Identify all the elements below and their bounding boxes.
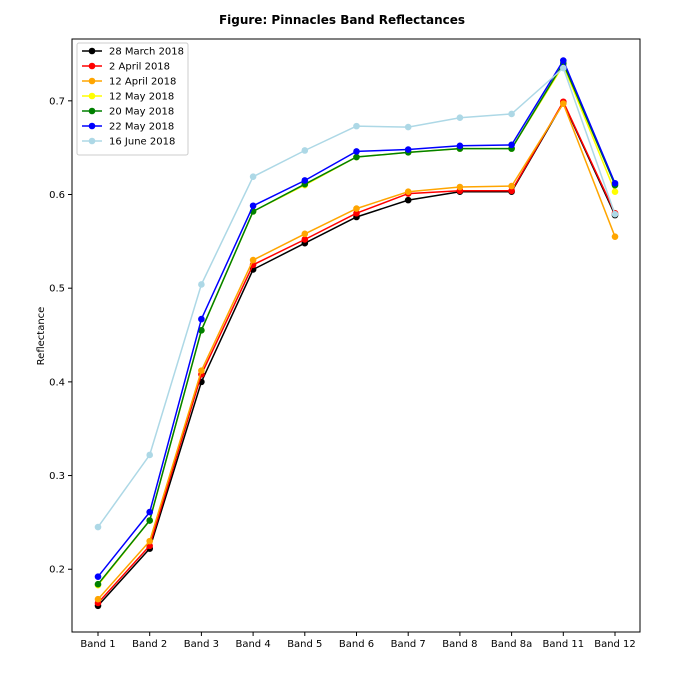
data-point <box>198 315 205 323</box>
legend-label: 20 May 2018 <box>109 107 174 118</box>
data-point <box>249 202 257 210</box>
data-point <box>611 188 619 195</box>
data-point <box>249 256 257 264</box>
data-point <box>611 233 619 240</box>
x-tick-label: Band 4 <box>235 639 270 650</box>
x-tick-label: Band 12 <box>594 639 636 650</box>
y-tick-label: 0.3 <box>49 471 65 482</box>
data-point <box>353 205 360 212</box>
data-point <box>249 173 257 181</box>
series-12-april-2018 <box>94 100 619 603</box>
series-line <box>97 100 616 604</box>
data-point <box>198 281 205 288</box>
data-point <box>301 147 309 154</box>
series-line <box>97 101 616 607</box>
data-point <box>353 209 360 217</box>
data-point <box>301 177 309 184</box>
data-point <box>456 183 464 191</box>
y-tick-label: 0.2 <box>49 565 65 576</box>
data-point <box>560 57 567 64</box>
data-point <box>508 182 515 190</box>
data-point <box>404 123 412 131</box>
series-2-april-2018 <box>94 98 619 607</box>
legend-label: 16 June 2018 <box>109 137 175 148</box>
x-tick-label: Band 3 <box>184 639 219 650</box>
x-tick-label: Band 8 <box>442 639 477 650</box>
data-point <box>404 188 412 195</box>
data-point <box>611 179 619 187</box>
data-point <box>353 148 360 155</box>
data-point <box>146 542 153 550</box>
legend: 28 March 2018 2 April 2018 12 April 2018 12… <box>76 42 189 156</box>
x-tick-label: Band 11 <box>543 639 585 650</box>
legend-label: 12 April 2018 <box>109 77 176 88</box>
data-point <box>456 142 464 150</box>
data-point <box>508 141 515 149</box>
legend-marker <box>88 122 96 130</box>
x-tick-label: Band 8a <box>491 639 532 650</box>
legend-marker <box>88 92 96 100</box>
chart-title: Figure: Pinnacles Band Reflectances <box>219 13 465 27</box>
y-tick-label: 0.7 <box>49 96 65 107</box>
legend-marker <box>88 137 96 145</box>
data-point <box>198 367 205 374</box>
data-point <box>508 110 515 118</box>
y-tick-label: 0.5 <box>49 284 65 295</box>
data-point <box>456 114 464 121</box>
data-point <box>146 451 153 459</box>
series-line <box>97 101 616 600</box>
x-tick-label: Band 6 <box>339 639 374 650</box>
data-point <box>560 100 567 107</box>
legend-marker <box>88 107 96 115</box>
legend-label: 22 May 2018 <box>109 122 174 133</box>
data-point <box>353 122 360 130</box>
series-20-may-2018 <box>94 60 619 588</box>
data-point <box>611 210 619 218</box>
data-point <box>94 573 102 581</box>
data-point <box>404 196 412 204</box>
series-16-june-2018 <box>94 64 619 531</box>
legend-label: 12 May 2018 <box>109 92 174 103</box>
data-point <box>353 153 360 161</box>
y-axis-ticks: 0.2 0.3 0.4 0.5 0.6 0.7 <box>49 96 72 576</box>
x-axis-ticks: Band 1 Band 2 Band 3 Band 4 Band 5 Band 6 Band… <box>80 632 636 650</box>
series-22-may-2018 <box>94 57 619 581</box>
data-point <box>94 523 102 531</box>
y-axis-label: Reflectance <box>36 307 47 366</box>
data-point <box>301 236 309 243</box>
legend-marker <box>88 47 96 55</box>
legend-marker <box>88 62 96 70</box>
series-layer <box>94 57 619 610</box>
y-tick-label: 0.4 <box>49 377 65 388</box>
data-point <box>508 187 515 195</box>
data-point <box>94 595 102 603</box>
y-tick-label: 0.6 <box>49 190 65 201</box>
data-point <box>146 517 153 524</box>
x-tick-label: Band 5 <box>287 639 322 650</box>
data-point <box>198 327 205 334</box>
legend-marker <box>88 77 96 85</box>
data-point <box>146 508 153 516</box>
legend-label: 28 March 2018 <box>109 47 184 58</box>
legend-label: 2 April 2018 <box>109 62 170 73</box>
series-28-march-2018 <box>94 99 619 610</box>
data-point <box>301 230 309 238</box>
x-tick-label: Band 7 <box>391 639 426 650</box>
x-tick-label: Band 2 <box>132 639 167 650</box>
data-point <box>94 580 102 588</box>
data-point <box>146 537 153 545</box>
legend-box <box>76 42 189 156</box>
x-tick-label: Band 1 <box>80 639 115 650</box>
data-point <box>560 64 567 72</box>
data-point <box>404 146 412 153</box>
